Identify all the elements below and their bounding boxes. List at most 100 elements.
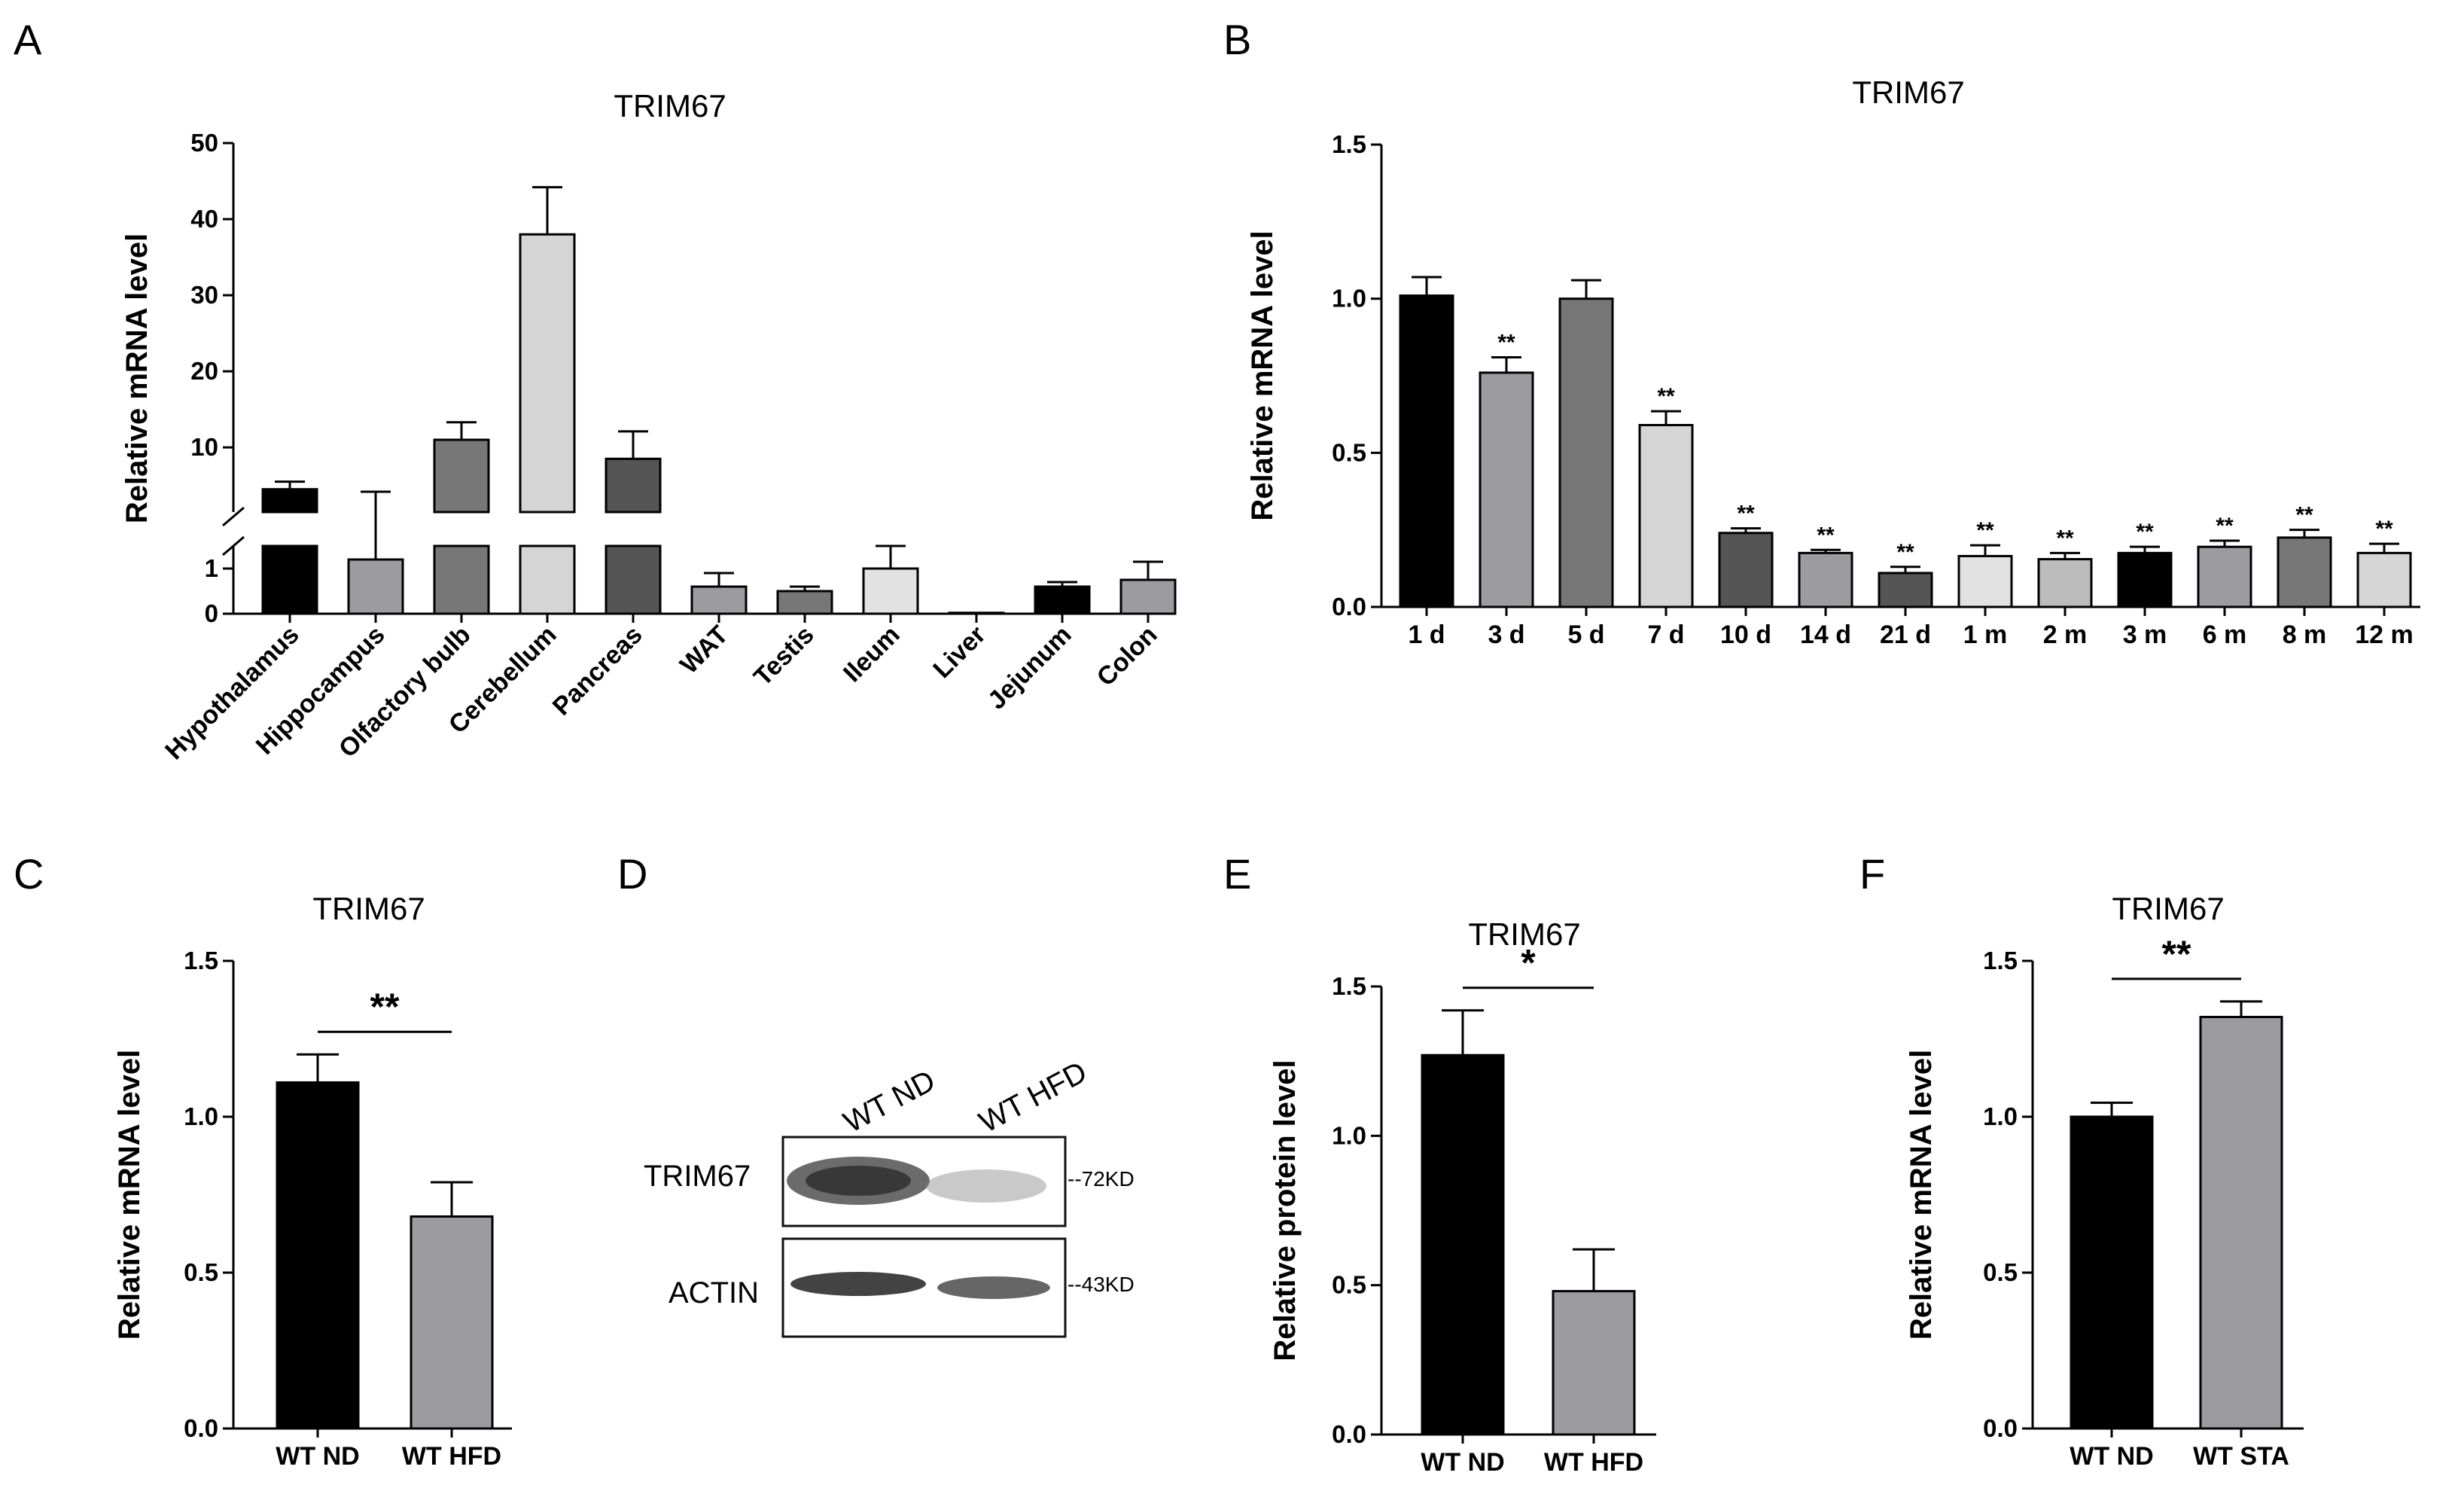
bar bbox=[1119, 578, 1177, 615]
y-axis-label: Relative mRNA level bbox=[120, 233, 154, 523]
bar bbox=[519, 544, 576, 615]
x-tick-label: WT ND bbox=[1421, 1448, 1504, 1477]
x-tick-label: 21 d bbox=[1880, 620, 1931, 649]
chart-e-protein-hfd: TRIM67 Relative protein level 0.0 0.5 1.0 1.5… bbox=[1269, 916, 1656, 1477]
y-tick-label: 0.0 bbox=[184, 1414, 218, 1442]
y-tick-label: 0.0 bbox=[1332, 1420, 1366, 1448]
x-tick-label: Liver bbox=[927, 620, 991, 684]
panel-label-e: E bbox=[1223, 850, 1251, 898]
y-tick-label: 50 bbox=[190, 129, 218, 157]
blot-band bbox=[806, 1166, 911, 1196]
x-tick-label: 12 m bbox=[2355, 620, 2414, 649]
bar bbox=[1957, 554, 2013, 608]
chart-title: TRIM67 bbox=[312, 891, 425, 926]
bar bbox=[433, 438, 490, 514]
x-tick-label: Jejunum bbox=[982, 620, 1077, 715]
bar bbox=[2037, 558, 2093, 608]
x-tick-label: 7 d bbox=[1647, 620, 1684, 649]
bar bbox=[519, 233, 576, 514]
y-tick-label: 30 bbox=[190, 281, 218, 309]
x-tick-label: Pancreas bbox=[547, 620, 648, 721]
blot-lane-label: WT ND bbox=[839, 1064, 941, 1139]
y-tick-label: 1.0 bbox=[1332, 1121, 1366, 1149]
significance-marker: ** bbox=[2136, 520, 2154, 544]
y-tick-label: 0.5 bbox=[184, 1258, 218, 1286]
y-tick-label: 20 bbox=[190, 357, 218, 385]
y-tick-label: 1.0 bbox=[1332, 285, 1366, 313]
significance-marker: ** bbox=[2295, 503, 2313, 528]
bar bbox=[1421, 1053, 1505, 1436]
y-tick-label: 0.0 bbox=[1983, 1414, 2018, 1442]
bar bbox=[1718, 532, 1774, 608]
blot-band bbox=[937, 1276, 1050, 1299]
x-tick-label: WAT bbox=[675, 620, 734, 680]
y-tick-label: 1.5 bbox=[1332, 972, 1366, 1000]
panel-label-b: B bbox=[1223, 16, 1251, 63]
blot-protein-label: ACTIN bbox=[669, 1276, 759, 1310]
bar bbox=[433, 544, 490, 615]
x-tick-label: 14 d bbox=[1800, 620, 1851, 649]
significance-marker: * bbox=[1521, 942, 1536, 984]
y-tick-label: 1.5 bbox=[1332, 130, 1366, 158]
x-tick-label: 8 m bbox=[2283, 620, 2327, 649]
blot-row-actin: ACTIN --43KD bbox=[669, 1237, 1135, 1338]
x-tick-label: 1 d bbox=[1408, 620, 1445, 649]
y-axis-label: Relative mRNA level bbox=[1905, 1050, 1938, 1340]
western-blot-panel: WT ND WT HFD TRIM67 --72KD ACTIN --43KD bbox=[644, 1055, 1135, 1338]
y-axis-label: Relative protein level bbox=[1269, 1060, 1302, 1361]
bar bbox=[1558, 297, 1614, 608]
y-tick-label: 40 bbox=[190, 205, 218, 233]
y-tick-label: 1.5 bbox=[1983, 947, 2018, 974]
bar bbox=[1552, 1290, 1636, 1436]
blot-band bbox=[926, 1169, 1046, 1203]
chart-title: TRIM67 bbox=[614, 88, 726, 123]
bar bbox=[605, 544, 662, 615]
bar bbox=[690, 585, 748, 615]
bar bbox=[2197, 545, 2252, 608]
x-tick-label: 3 m bbox=[2123, 620, 2167, 649]
x-tick-label: Colon bbox=[1092, 620, 1163, 692]
significance-marker: ** bbox=[1737, 502, 1755, 526]
bar bbox=[261, 544, 318, 615]
blot-protein-label: TRIM67 bbox=[644, 1160, 751, 1193]
bar bbox=[605, 457, 662, 514]
bar bbox=[1399, 294, 1454, 608]
x-tick-label: Testis bbox=[748, 620, 820, 692]
x-tick-label: 6 m bbox=[2203, 620, 2247, 649]
significance-marker: ** bbox=[2375, 517, 2393, 541]
chart-title: TRIM67 bbox=[2112, 891, 2224, 926]
blot-band bbox=[790, 1272, 926, 1296]
significance-marker: ** bbox=[1657, 384, 1675, 409]
chart-title: TRIM67 bbox=[1852, 75, 1964, 110]
bar bbox=[2277, 536, 2332, 608]
y-tick-label: 0.5 bbox=[1983, 1258, 2018, 1286]
significance-marker: ** bbox=[1896, 540, 1914, 565]
x-tick-label: 2 m bbox=[2043, 620, 2088, 649]
blot-row-trim67: TRIM67 --72KD bbox=[644, 1136, 1135, 1227]
axis-break-mark bbox=[222, 535, 245, 556]
y-tick-label: 10 bbox=[190, 433, 218, 461]
significance-marker: ** bbox=[1976, 518, 1994, 543]
bar bbox=[1638, 423, 1694, 608]
x-tick-label: Ileum bbox=[838, 620, 906, 688]
y-tick-label: 0.0 bbox=[1332, 593, 1366, 620]
x-tick-label: 1 m bbox=[1963, 620, 2008, 649]
blot-size-marker: --43KD bbox=[1068, 1273, 1135, 1296]
bar bbox=[1878, 572, 1933, 608]
bar bbox=[2070, 1115, 2154, 1430]
blot-size-marker: --72KD bbox=[1068, 1167, 1135, 1191]
bar bbox=[410, 1215, 494, 1430]
panel-label-a: A bbox=[14, 16, 42, 63]
bar bbox=[347, 558, 404, 615]
chart-title: TRIM67 bbox=[1468, 916, 1580, 952]
bar bbox=[276, 1081, 360, 1430]
bar bbox=[2117, 551, 2173, 608]
y-axis-label: Relative mRNA level bbox=[113, 1050, 146, 1340]
significance-marker: ** bbox=[2056, 526, 2074, 550]
bar bbox=[1479, 371, 1534, 608]
x-tick-label: 5 d bbox=[1567, 620, 1604, 649]
y-tick-label: 0.5 bbox=[1332, 1271, 1366, 1299]
bar bbox=[862, 567, 919, 615]
